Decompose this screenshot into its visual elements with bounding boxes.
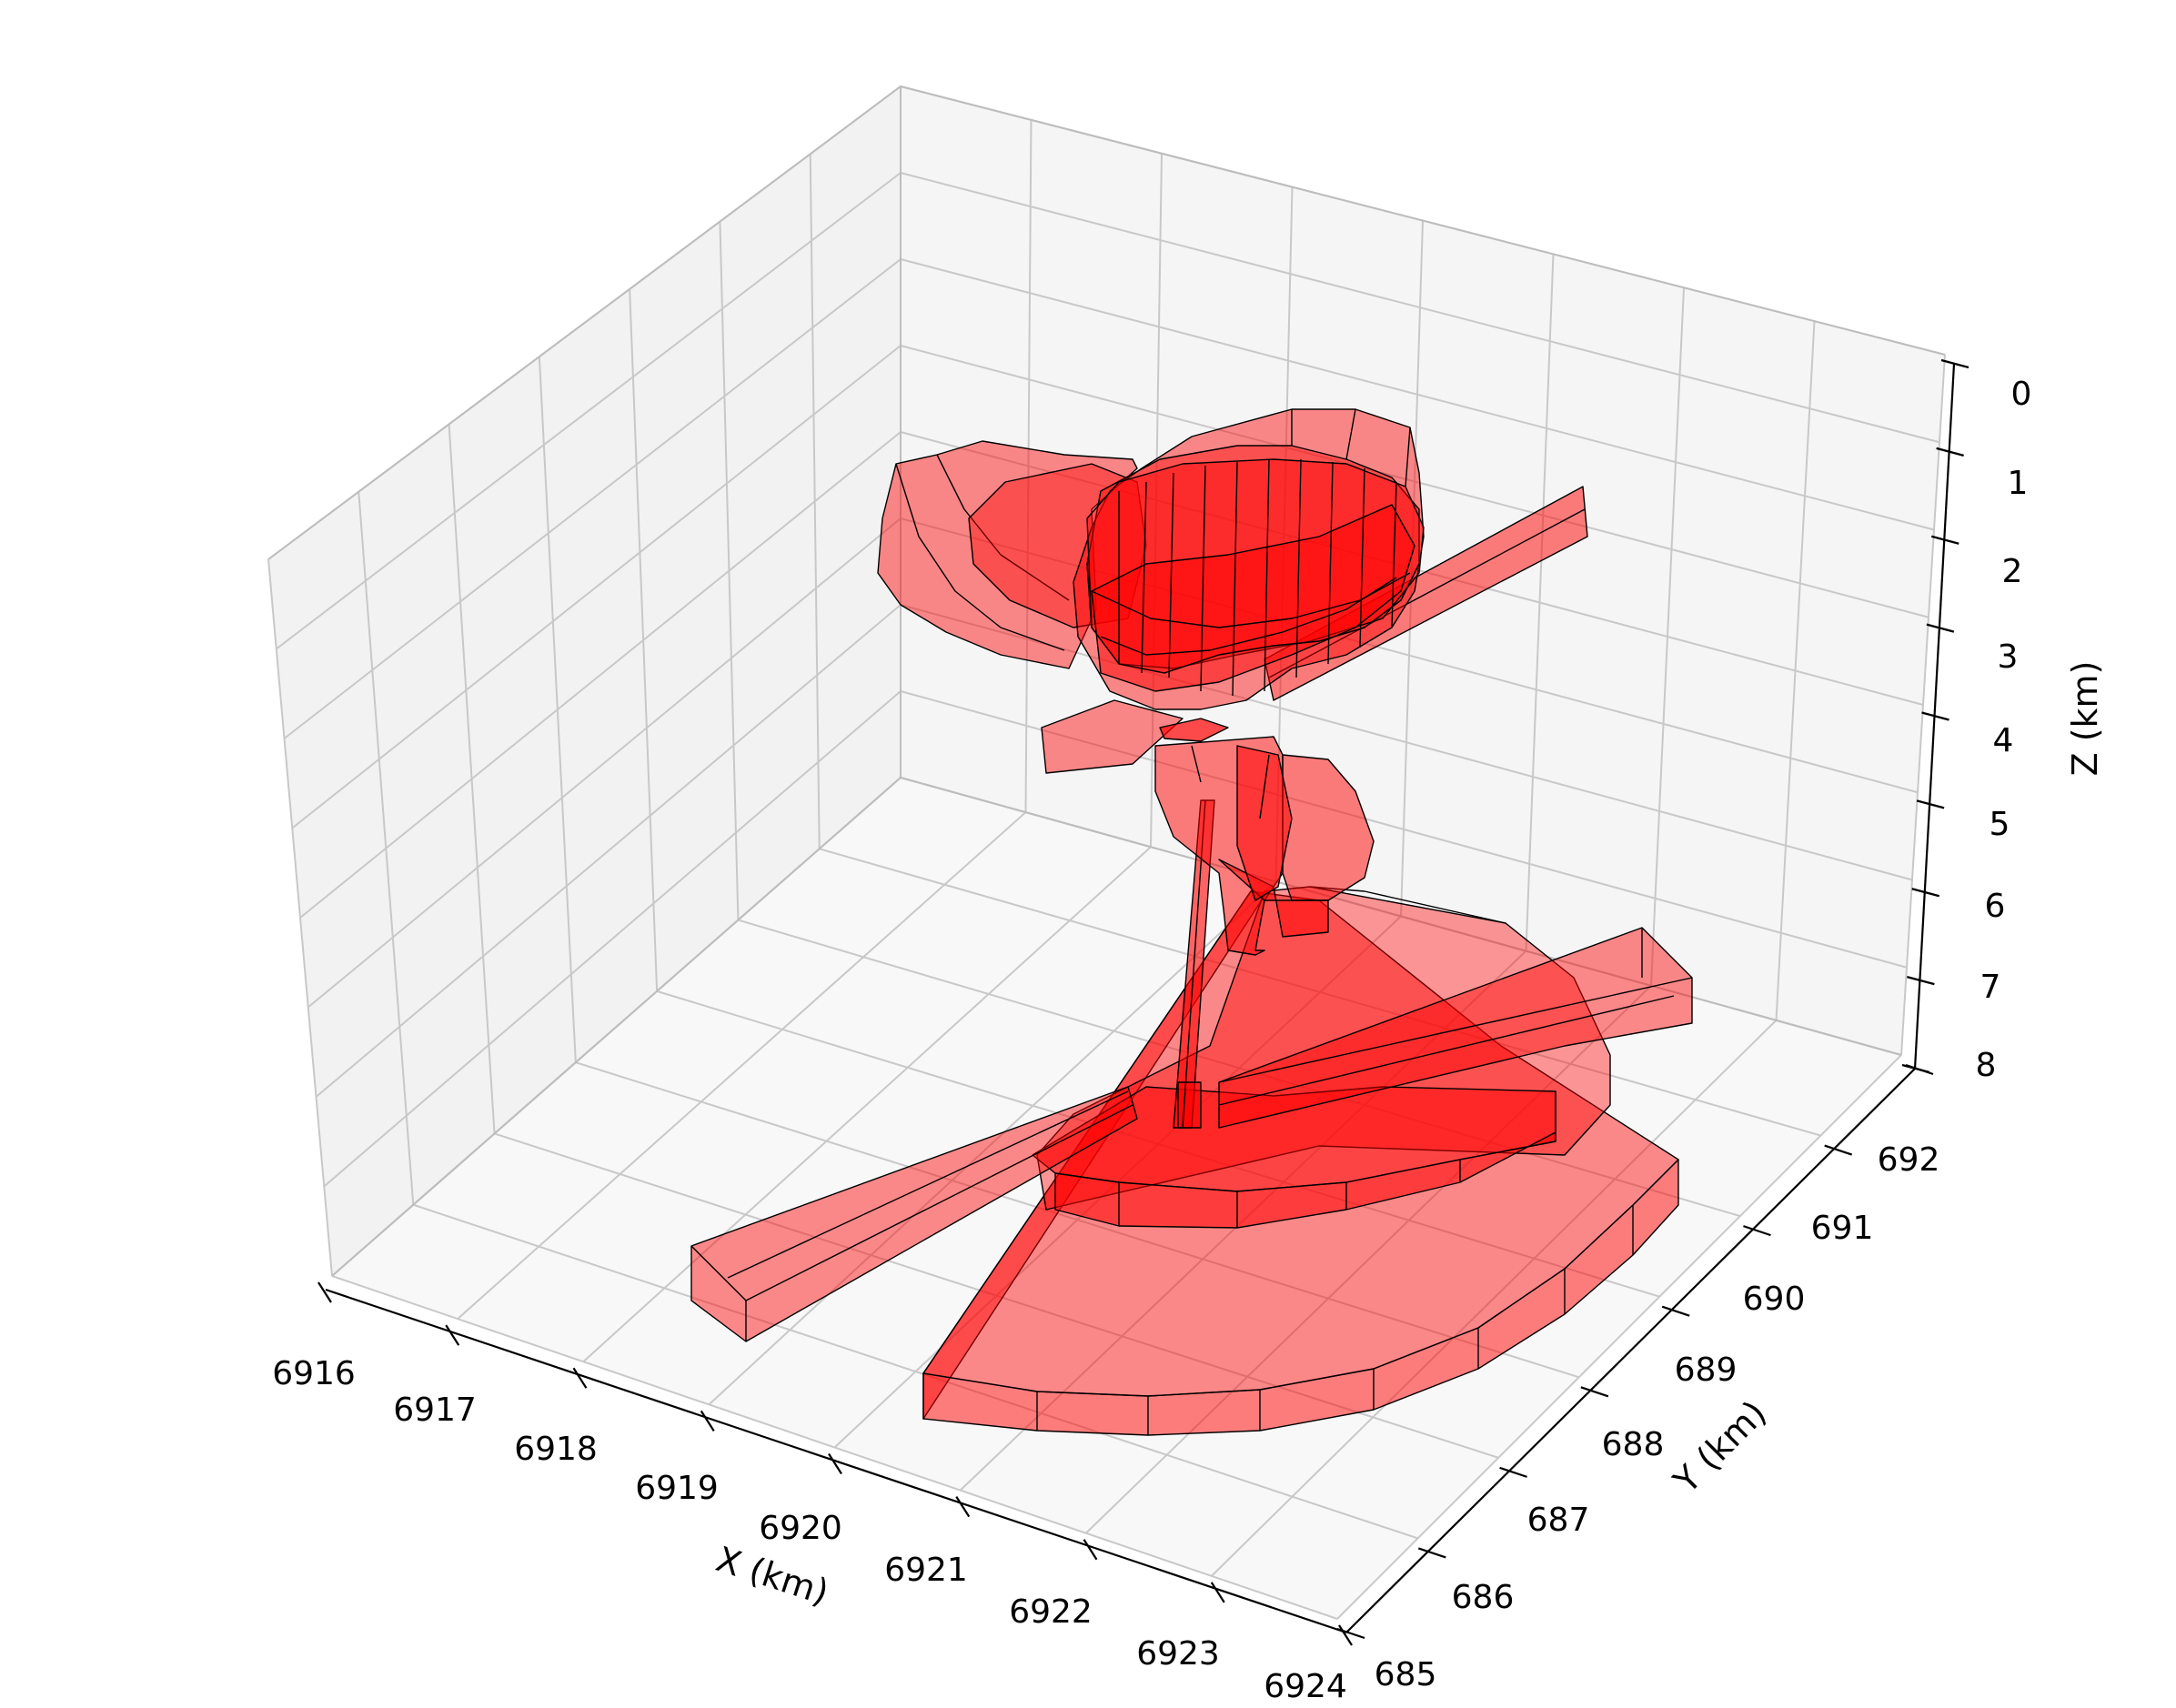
- z-tick-mark: [1921, 711, 1949, 721]
- x-gridline-floor: [1085, 985, 1652, 1534]
- z-gridline-back: [900, 604, 1913, 881]
- y-tick-mark: [1743, 1225, 1771, 1237]
- z-tick-mark: [1911, 888, 1940, 898]
- x-tick-label: 6924: [1264, 1668, 1347, 1705]
- dipping-bar-body: [690, 1086, 1138, 1342]
- z-tick-mark: [1907, 976, 1935, 986]
- x-tick-mark: [1338, 1624, 1353, 1646]
- x-gridline-floor: [582, 846, 1152, 1362]
- x-gridline-floor: [708, 880, 1277, 1406]
- pane-edges: [267, 85, 1946, 1277]
- z-tick-label: 5: [1990, 806, 2010, 843]
- z-tick-label: 6: [1985, 888, 2006, 925]
- z-axis-label: Z (km): [2065, 661, 2105, 777]
- y-gridline-floor: [575, 1061, 1580, 1379]
- z-gridline-back: [900, 345, 1929, 618]
- y-tick-mark: [1499, 1466, 1527, 1478]
- y-tick-label: 689: [1675, 1351, 1738, 1389]
- x-gridline-floor: [457, 811, 1027, 1320]
- x-axis-label: X (km): [711, 1539, 833, 1613]
- x-tick-mark: [445, 1324, 460, 1346]
- x-tick-mark: [955, 1496, 971, 1518]
- y-axis-line: [1345, 1068, 1916, 1633]
- y-tick-label: 692: [1878, 1141, 1940, 1179]
- x-tick-mark: [700, 1410, 715, 1432]
- small-plate-body: [1041, 699, 1184, 774]
- z-tick-label: 2: [2002, 553, 2023, 590]
- y-tick-label: 685: [1375, 1656, 1437, 1693]
- x-tick-label: 6916: [272, 1355, 356, 1392]
- upper-shell-main: [1073, 408, 1425, 742]
- z-tick-label: 0: [2011, 376, 2032, 413]
- axis-ticks: [317, 358, 1969, 1646]
- x-gridline-floor: [1336, 1054, 1902, 1620]
- y-tick-labels: 685 686 687 688 689 690 691 692: [1375, 1141, 1940, 1693]
- z-gridline-back: [900, 172, 1940, 444]
- right-bar-body: [1218, 927, 1693, 1129]
- z-gridline-back: [900, 258, 1935, 531]
- x-tick-label: 6920: [759, 1510, 842, 1547]
- y-gridline-floor: [412, 1203, 1418, 1540]
- z-gridline-left: [283, 258, 902, 739]
- x-axis-line: [325, 1288, 1347, 1634]
- y-tick-label: 688: [1602, 1426, 1665, 1463]
- z-gridline-left: [291, 345, 902, 829]
- y-tick-mark: [1824, 1144, 1853, 1156]
- z-gridline-back: [900, 431, 1924, 706]
- z-tick-mark: [1936, 447, 1964, 457]
- x-tick-mark: [828, 1452, 842, 1475]
- x-tick-labels: 6916 6917 6918 6919 6920 6921 6922 6923 …: [272, 1355, 1347, 1705]
- x-tick-mark: [1083, 1539, 1098, 1561]
- left-pane: [268, 86, 901, 1276]
- z-tick-label: 3: [1998, 638, 2019, 676]
- z-tick-label: 7: [1980, 969, 2001, 1006]
- z-tick-mark: [1926, 623, 1955, 633]
- z-tick-label: 1: [2008, 465, 2029, 502]
- z-tick-mark: [1916, 799, 1945, 809]
- y-tick-mark: [1661, 1305, 1690, 1317]
- z-gridline-left: [307, 517, 902, 1009]
- x-tick-label: 6922: [1009, 1593, 1093, 1631]
- y-tick-label: 686: [1452, 1579, 1515, 1616]
- y-tick-label: 687: [1527, 1502, 1590, 1539]
- z-tick-mark: [1901, 1063, 1930, 1074]
- z-gridline-left: [315, 604, 902, 1098]
- y-gridline-floor: [738, 919, 1741, 1218]
- tilted-plate-body: [1264, 486, 1588, 701]
- bodies: [690, 408, 1693, 1436]
- z-tick-label: 8: [1976, 1047, 1997, 1084]
- x-tick-label: 6921: [884, 1552, 968, 1589]
- z-tick-label: 4: [1993, 722, 2014, 759]
- z-tick-mark: [1940, 358, 1969, 369]
- z-gridline-back: [900, 517, 1919, 794]
- z-tick-labels: 0 1 2 3 4 5 6 7 8: [1976, 376, 2032, 1084]
- y-axis-label: Y (km): [1666, 1392, 1774, 1501]
- y-tick-label: 691: [1811, 1210, 1874, 1247]
- elliptical-slab-body: [1032, 1086, 1556, 1229]
- x-tick-label: 6923: [1136, 1635, 1220, 1673]
- y-tick-label: 690: [1743, 1281, 1806, 1318]
- x-gridline-floor: [1211, 1020, 1778, 1577]
- y-tick-mark: [1417, 1547, 1446, 1559]
- y-tick-mark: [1336, 1627, 1365, 1640]
- x-tick-label: 6917: [393, 1392, 477, 1429]
- y-gridline-floor: [819, 848, 1821, 1137]
- conduit-body: [1154, 736, 1375, 956]
- z-gridline-left: [276, 172, 902, 650]
- x-tick-mark: [1210, 1582, 1225, 1603]
- z-gridline-back: [900, 690, 1908, 969]
- x-tick-mark: [317, 1281, 332, 1303]
- y-gridline-floor: [331, 1275, 1338, 1620]
- z-gridline-left: [299, 431, 902, 919]
- x-tick-mark: [572, 1367, 588, 1389]
- y-tick-mark: [1580, 1386, 1609, 1398]
- z-tick-mark: [1930, 535, 1959, 545]
- z-gridline-left: [323, 690, 902, 1188]
- x-tick-label: 6919: [635, 1470, 719, 1507]
- x-tick-label: 6918: [514, 1431, 598, 1468]
